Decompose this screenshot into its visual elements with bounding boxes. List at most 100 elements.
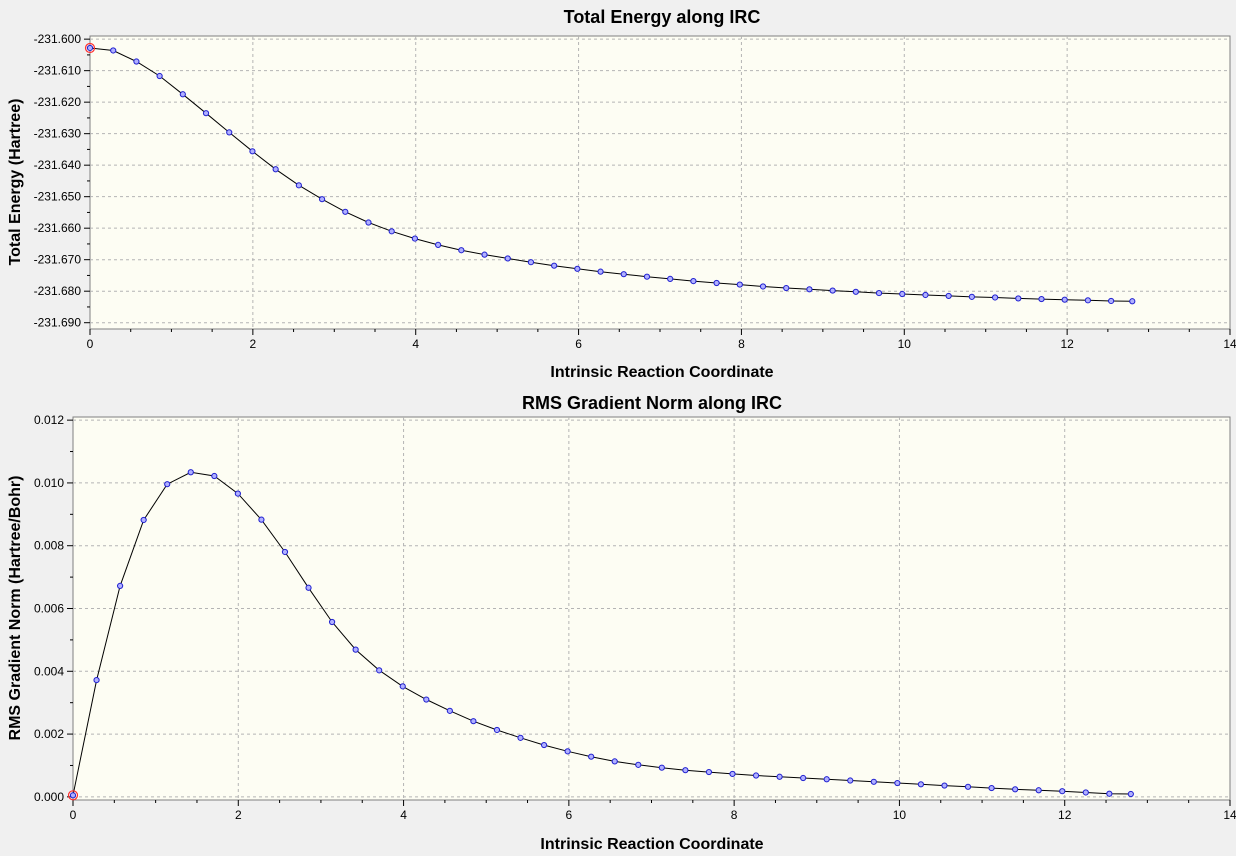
data-point[interactable] bbox=[470, 718, 477, 725]
data-point[interactable] bbox=[713, 279, 720, 287]
data-point[interactable] bbox=[736, 281, 743, 288]
data-point[interactable] bbox=[110, 47, 117, 54]
data-point[interactable] bbox=[564, 748, 571, 755]
data-point[interactable] bbox=[295, 182, 302, 189]
data-point[interactable] bbox=[1108, 297, 1115, 305]
data-point[interactable] bbox=[1038, 295, 1045, 303]
data-point[interactable] bbox=[388, 228, 395, 235]
data-point[interactable] bbox=[783, 284, 790, 292]
data-point[interactable] bbox=[829, 287, 836, 294]
data-point[interactable] bbox=[272, 166, 279, 173]
data-point[interactable] bbox=[964, 783, 972, 790]
highlight-marker[interactable] bbox=[67, 790, 79, 801]
data-point[interactable] bbox=[352, 646, 359, 653]
data-point[interactable] bbox=[705, 768, 713, 776]
data-point[interactable] bbox=[504, 255, 511, 262]
data-point[interactable] bbox=[806, 286, 813, 293]
data-point[interactable] bbox=[187, 469, 194, 476]
data-point[interactable] bbox=[917, 781, 925, 788]
data-point[interactable] bbox=[69, 792, 77, 799]
data-point[interactable] bbox=[481, 251, 488, 258]
data-point[interactable] bbox=[226, 129, 233, 136]
data-point[interactable] bbox=[258, 516, 265, 523]
data-point[interactable] bbox=[281, 548, 289, 556]
data-point[interactable] bbox=[588, 753, 595, 760]
data-point[interactable] bbox=[852, 288, 859, 295]
data-point[interactable] bbox=[1129, 298, 1136, 305]
data-point[interactable] bbox=[446, 707, 453, 714]
grid-lines bbox=[90, 36, 1230, 329]
data-point[interactable] bbox=[945, 292, 952, 300]
data-point[interactable] bbox=[658, 764, 665, 771]
data-point[interactable] bbox=[776, 773, 783, 780]
data-point[interactable] bbox=[411, 235, 418, 242]
data-point[interactable] bbox=[249, 148, 256, 155]
data-point[interactable] bbox=[365, 219, 372, 226]
data-point[interactable] bbox=[643, 273, 651, 280]
data-point[interactable] bbox=[667, 275, 674, 283]
data-point[interactable] bbox=[1012, 786, 1019, 793]
highlight-marker[interactable] bbox=[84, 42, 96, 54]
data-point[interactable] bbox=[759, 283, 767, 290]
x-tick-label: 10 bbox=[893, 808, 907, 822]
data-point[interactable] bbox=[800, 774, 807, 782]
data-point[interactable] bbox=[179, 91, 186, 98]
data-point[interactable] bbox=[527, 259, 535, 266]
data-point[interactable] bbox=[1084, 297, 1092, 304]
data-point[interactable] bbox=[399, 683, 406, 690]
data-point[interactable] bbox=[140, 516, 147, 524]
data-point[interactable] bbox=[435, 241, 442, 248]
data-point[interactable] bbox=[574, 265, 581, 272]
data-point[interactable] bbox=[1061, 296, 1068, 303]
data-point[interactable] bbox=[870, 778, 877, 785]
data-point[interactable] bbox=[729, 770, 736, 778]
data-point[interactable] bbox=[493, 726, 501, 734]
data-point[interactable] bbox=[93, 676, 100, 684]
data-point[interactable] bbox=[1059, 788, 1066, 795]
data-point[interactable] bbox=[376, 667, 383, 674]
data-point[interactable] bbox=[458, 247, 465, 254]
data-point[interactable] bbox=[234, 490, 241, 497]
y-tick-label: -231.600 bbox=[34, 32, 82, 46]
data-point[interactable] bbox=[894, 779, 901, 787]
data-point[interactable] bbox=[899, 290, 906, 298]
data-point[interactable] bbox=[305, 584, 312, 591]
data-point[interactable] bbox=[164, 481, 171, 488]
data-point[interactable] bbox=[551, 262, 558, 269]
data-point[interactable] bbox=[847, 777, 854, 784]
data-point[interactable] bbox=[318, 196, 326, 203]
data-point[interactable] bbox=[752, 772, 760, 779]
data-point[interactable] bbox=[1035, 787, 1042, 794]
grid-lines bbox=[73, 417, 1230, 800]
data-point[interactable] bbox=[202, 110, 210, 117]
plot-area[interactable] bbox=[89, 35, 1231, 330]
data-point[interactable] bbox=[342, 208, 349, 215]
data-point[interactable] bbox=[875, 289, 883, 297]
data-point[interactable] bbox=[423, 696, 430, 703]
data-point[interactable] bbox=[1015, 295, 1022, 302]
data-point[interactable] bbox=[968, 293, 975, 300]
data-point[interactable] bbox=[86, 44, 94, 52]
y-axis-ticks: -231.600 -231.610 -231.620 -231.630 -231.640… bbox=[34, 32, 90, 330]
data-point[interactable] bbox=[611, 758, 618, 765]
data-point[interactable] bbox=[922, 291, 929, 299]
data-point[interactable] bbox=[823, 776, 830, 783]
data-point[interactable] bbox=[991, 294, 999, 301]
data-point[interactable] bbox=[1127, 790, 1134, 798]
data-point[interactable] bbox=[117, 582, 124, 589]
data-point[interactable] bbox=[1082, 789, 1089, 796]
data-point[interactable] bbox=[156, 72, 163, 80]
data-point[interactable] bbox=[597, 268, 604, 275]
data-point[interactable] bbox=[682, 767, 689, 774]
data-point[interactable] bbox=[690, 278, 697, 285]
data-point[interactable] bbox=[211, 472, 218, 480]
data-point[interactable] bbox=[1106, 790, 1113, 797]
data-point[interactable] bbox=[620, 271, 627, 278]
data-point[interactable] bbox=[941, 782, 948, 789]
data-point[interactable] bbox=[988, 784, 995, 792]
data-point[interactable] bbox=[517, 734, 524, 741]
data-point[interactable] bbox=[540, 741, 548, 749]
data-point[interactable] bbox=[133, 58, 140, 65]
data-point[interactable] bbox=[635, 761, 642, 768]
data-point[interactable] bbox=[328, 618, 336, 626]
